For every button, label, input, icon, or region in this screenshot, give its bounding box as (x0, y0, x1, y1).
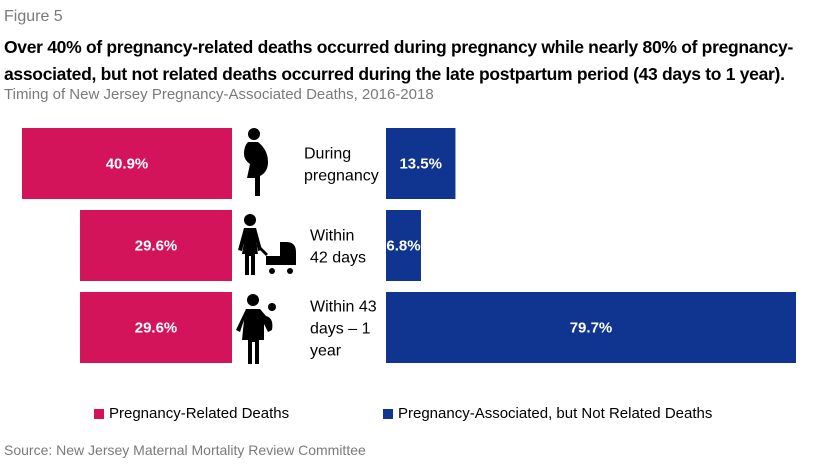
woman-with-stroller-icon (238, 214, 296, 275)
legend-swatch-pregnancy-associated (383, 408, 393, 419)
figure-label: Figure 5 (4, 8, 63, 25)
bar-pregnancy-associated-2 (386, 292, 796, 363)
data-label-pregnancy-associated-2: 79.7% (570, 320, 613, 337)
bar-pregnancy-related-1 (80, 210, 232, 281)
data-label-pregnancy-associated-1: 6.8% (386, 238, 420, 255)
bar-pregnancy-associated-1 (386, 210, 421, 281)
chart-area: 40.9% 29.6% 29.6% 13.5% 6.8% 79.7% During pregn… (22, 128, 796, 364)
bar-pregnancy-related-0 (22, 128, 232, 199)
bars-group (22, 128, 796, 363)
legend-label-pregnancy-associated: Pregnancy-Associated, but Not Related De… (398, 405, 713, 422)
data-label-pregnancy-related-0: 40.9% (106, 156, 149, 173)
legend-item-pregnancy-associated: Pregnancy-Associated, but Not Related De… (383, 405, 712, 422)
labels-group: 40.9% 29.6% 29.6% 13.5% 6.8% 79.7% During pregn… (106, 146, 613, 360)
data-label-pregnancy-related-1: 29.6% (135, 238, 178, 255)
category-label-2: Within 43 days – 1 year (310, 299, 377, 360)
chart-subtitle: Timing of New Jersey Pregnancy-Associate… (4, 86, 434, 103)
pregnant-woman-icon (244, 128, 268, 196)
legend-label-pregnancy-related: Pregnancy-Related Deaths (109, 405, 290, 422)
bar-pregnancy-related-2 (80, 292, 232, 363)
data-label-pregnancy-associated-0: 13.5% (399, 156, 442, 173)
legend-item-pregnancy-related: Pregnancy-Related Deaths (94, 405, 289, 422)
source-note: Source: New Jersey Maternal Mortality Re… (4, 442, 366, 458)
woman-carrying-baby-icon (236, 294, 276, 364)
bar-pregnancy-associated-0 (386, 128, 456, 199)
category-label-1: Within 42 days (310, 228, 366, 267)
category-label-0: During pregnancy (304, 146, 379, 185)
data-label-pregnancy-related-2: 29.6% (135, 320, 178, 337)
chart-title: Over 40% of pregnancy-related deaths occ… (4, 37, 794, 84)
legend-swatch-pregnancy-related (94, 408, 104, 419)
